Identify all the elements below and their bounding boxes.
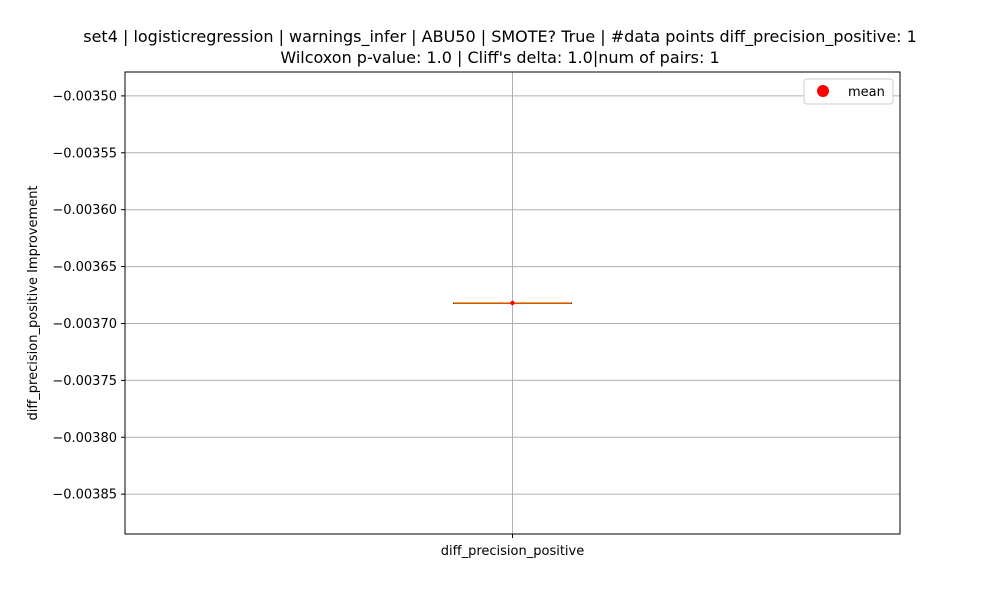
chart-title-line1: set4 | logisticregression | warnings_inf…: [83, 27, 917, 46]
y-tick-label: −0.00365: [52, 260, 117, 275]
chart-title-line2: Wilcoxon p-value: 1.0 | Cliff's delta: 1…: [280, 48, 720, 67]
tick-layer: −0.00350 −0.00355 −0.00360 −0.00365 −0.00370…: [52, 89, 584, 559]
legend-box: [803, 78, 894, 105]
y-axis-label: diff_precision_positive Improvement: [26, 185, 41, 420]
y-tick-label: −0.00370: [52, 317, 117, 332]
x-tick-label: diff_precision_positive: [441, 544, 584, 559]
legend-mean-label: mean: [848, 85, 885, 100]
grid-layer: [125, 72, 900, 534]
plot-frame: [124, 71, 901, 535]
legend: mean: [803, 78, 894, 105]
y-tick-label: −0.00360: [52, 203, 117, 218]
y-tick-label: −0.00355: [52, 146, 117, 161]
legend-mean-marker: [817, 85, 829, 97]
y-tick-label: −0.00380: [52, 431, 117, 446]
y-tick-label: −0.00350: [52, 89, 117, 104]
y-tick-label: −0.00385: [52, 488, 117, 503]
box-layer: [453, 300, 572, 306]
mean-marker: [510, 300, 515, 306]
y-tick-label: −0.00375: [52, 374, 117, 389]
